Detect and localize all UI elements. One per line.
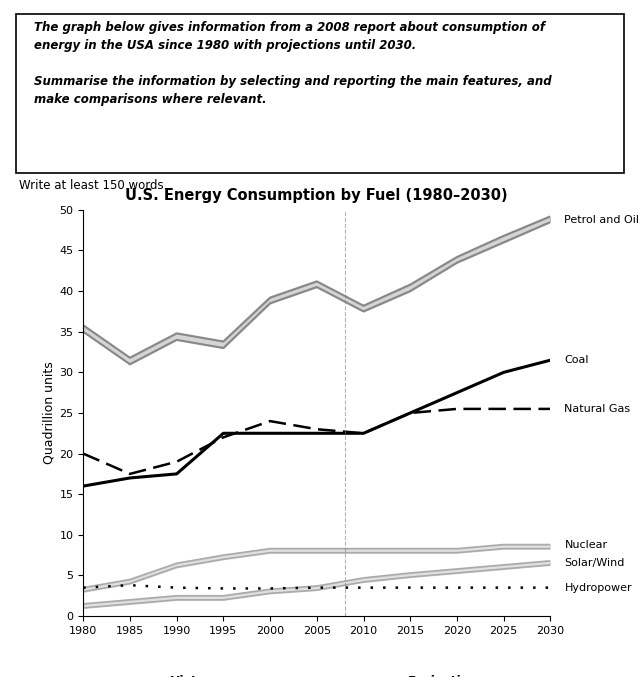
Text: Petrol and Oil: Petrol and Oil [564,215,639,225]
Text: Coal: Coal [564,355,589,365]
Text: Solar/Wind: Solar/Wind [564,559,625,568]
Y-axis label: Quadrillion units: Quadrillion units [42,362,55,464]
Text: Write at least 150 words.: Write at least 150 words. [19,179,168,192]
Text: Projections: Projections [408,675,487,677]
Text: Natural Gas: Natural Gas [564,404,630,414]
Text: Nuclear: Nuclear [564,540,607,550]
Text: The graph below gives information from a 2008 report about consumption of
energy: The graph below gives information from a… [34,22,552,106]
Text: History: History [170,675,221,677]
Text: Hydropower: Hydropower [564,583,632,592]
FancyBboxPatch shape [16,14,624,173]
Title: U.S. Energy Consumption by Fuel (1980–2030): U.S. Energy Consumption by Fuel (1980–20… [125,188,508,203]
